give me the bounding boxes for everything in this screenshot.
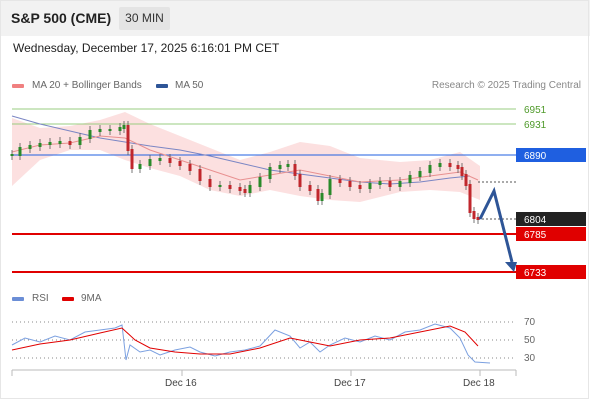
candle-body xyxy=(368,183,372,189)
rsi-axis-50: 50 xyxy=(524,335,536,346)
candle-body xyxy=(378,181,382,185)
candle-body xyxy=(428,165,432,173)
instrument-title: S&P 500 (CME) xyxy=(11,10,112,26)
rsi-legend-swatch xyxy=(12,297,24,301)
candle-body xyxy=(243,189,247,193)
chart-header xyxy=(0,0,590,36)
x-axis-label-dec18: Dec 18 xyxy=(463,378,495,389)
candle-body xyxy=(398,181,402,187)
candle-body xyxy=(148,159,152,166)
candle-body xyxy=(138,164,142,169)
candle-body xyxy=(188,164,192,171)
candle-body xyxy=(268,167,272,179)
level-label-6931: 6931 xyxy=(524,120,547,131)
research-credit: Research © 2025 Trading Central xyxy=(431,80,581,91)
candle-body xyxy=(118,127,122,131)
candle-body xyxy=(348,181,352,187)
rsi-ma-line xyxy=(11,325,479,355)
candle-body xyxy=(456,165,460,169)
candle-body xyxy=(122,125,126,129)
candle-body xyxy=(178,161,182,166)
candle-body xyxy=(198,169,202,181)
price-candles xyxy=(10,121,480,224)
candle-body xyxy=(158,158,162,161)
candle-body xyxy=(460,167,464,176)
candle-body xyxy=(464,174,468,186)
candle-body xyxy=(218,185,222,187)
candle-body xyxy=(238,187,242,191)
candle-body xyxy=(358,185,362,189)
ma20-legend-label: MA 20 + Bollinger Bands xyxy=(32,80,142,91)
rsi-axis-30: 30 xyxy=(524,353,536,364)
ma50-legend-label: MA 50 xyxy=(175,80,204,91)
candle-body xyxy=(108,129,112,131)
candle-body xyxy=(130,149,134,169)
candle-body xyxy=(98,129,102,132)
level-tag-6804 xyxy=(516,212,586,226)
ma20-legend-swatch xyxy=(12,84,24,88)
candle-body xyxy=(468,184,472,213)
candle-body xyxy=(293,164,297,176)
candle-body xyxy=(338,179,342,183)
candle-body xyxy=(388,181,392,187)
candle-body xyxy=(228,185,232,189)
candle-body xyxy=(418,171,422,177)
candle-body xyxy=(316,189,320,201)
candle-body xyxy=(168,158,172,163)
rsi-ma-legend-label: 9MA xyxy=(81,293,102,304)
level-label-6785: 6785 xyxy=(524,230,547,241)
candle-body xyxy=(448,163,452,167)
x-axis-label-dec16: Dec 16 xyxy=(165,378,197,389)
candle-body xyxy=(208,179,212,187)
candle-body xyxy=(328,179,332,195)
candle-body xyxy=(308,185,312,191)
candle-body xyxy=(88,130,92,139)
level-label-6890: 6890 xyxy=(524,151,547,162)
bollinger-band xyxy=(12,112,480,202)
candle-body xyxy=(298,174,302,187)
timeframe-badge[interactable]: 30 MIN xyxy=(119,7,170,30)
candle-body xyxy=(320,193,324,201)
level-tag-6890 xyxy=(516,148,586,162)
candle-body xyxy=(408,175,412,183)
forecast-arrow-up xyxy=(478,186,514,263)
candle-body xyxy=(38,143,42,147)
candle-body xyxy=(438,163,442,167)
candle-body xyxy=(278,165,282,169)
ma50-legend-swatch xyxy=(156,84,168,88)
chart-datetime: Wednesday, December 17, 2025 6:16:01 PM … xyxy=(13,41,280,55)
level-label-6804: 6804 xyxy=(524,215,547,226)
level-label-6733: 6733 xyxy=(524,268,547,279)
candle-body xyxy=(126,125,130,151)
candle-body xyxy=(476,217,480,220)
level-tag-6733 xyxy=(516,265,586,279)
candle-body xyxy=(10,154,14,156)
candle-body xyxy=(18,147,22,156)
candle-body xyxy=(472,211,476,219)
candle-body xyxy=(248,185,252,193)
level-label-6951: 6951 xyxy=(524,105,547,116)
candle-body xyxy=(78,137,82,145)
forecast-arrow-head xyxy=(505,262,517,272)
candle-body xyxy=(286,164,290,167)
x-axis-label-dec17: Dec 17 xyxy=(334,378,366,389)
rsi-ma-legend-swatch xyxy=(62,297,74,301)
candle-body xyxy=(28,145,32,149)
level-tag-6785 xyxy=(516,227,586,241)
rsi-axis-70: 70 xyxy=(524,317,536,328)
candle-body xyxy=(258,177,262,187)
candle-body xyxy=(68,141,72,145)
rsi-line xyxy=(11,323,491,364)
candle-body xyxy=(58,141,62,144)
candle-body xyxy=(48,142,52,145)
rsi-legend-label: RSI xyxy=(32,293,49,304)
